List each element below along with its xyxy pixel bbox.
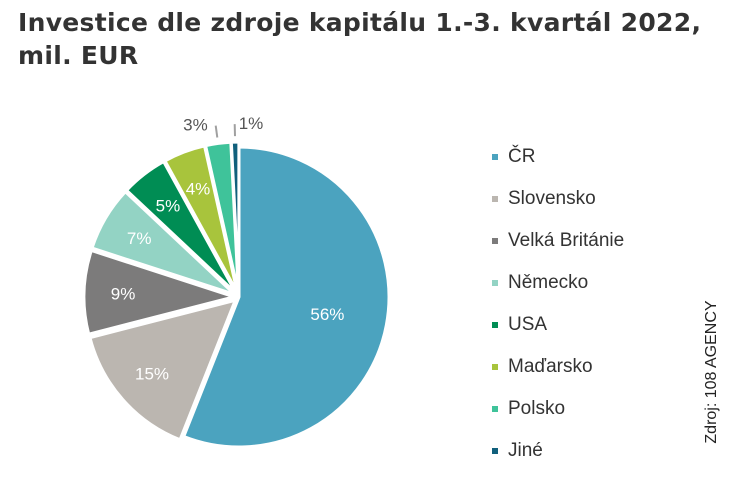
legend-item-polsko: Polsko <box>492 388 624 430</box>
legend-label: Velká Británie <box>508 230 625 251</box>
legend-swatch <box>492 448 498 454</box>
data-label-slovensko: 15% <box>135 365 169 384</box>
data-label-polsko: 3% <box>183 116 208 135</box>
legend-item-velka-britanie: Velká Británie <box>492 220 624 262</box>
pie-slice-usa <box>125 160 238 295</box>
legend-label: Německo <box>508 272 589 293</box>
legend-label: Jiné <box>508 440 543 461</box>
legend-swatch <box>492 196 498 202</box>
data-label-cr: 56% <box>310 305 344 324</box>
legend-label: Slovensko <box>508 188 596 209</box>
leader-line-polsko <box>214 125 219 138</box>
data-label-nemecko: 7% <box>127 229 152 248</box>
chart-title: Investice dle zdroje kapitálu 1.-3. kvar… <box>18 8 702 70</box>
legend-label: ČR <box>508 146 536 167</box>
data-label-jine: 1% <box>239 114 264 133</box>
legend-item-slovensko: Slovensko <box>492 178 624 220</box>
legend-swatch <box>492 364 498 370</box>
pie-slice-jine <box>229 140 241 294</box>
legend-item-cr: ČR <box>492 136 624 178</box>
pie-slice-velka-britanie <box>82 248 236 336</box>
legend-item-nemecko: Německo <box>492 262 624 304</box>
legend-item-usa: USA <box>492 304 624 346</box>
legend-label: USA <box>508 314 548 335</box>
data-label-madarsko: 4% <box>186 180 211 199</box>
legend-swatch <box>492 322 498 328</box>
source-note: Zdroj: 108 AGENCY <box>703 300 720 444</box>
legend-label: Polsko <box>508 398 566 419</box>
legend-item-jine: Jiné <box>492 430 624 472</box>
legend-swatch <box>492 238 498 244</box>
legend-item-madarsko: Maďarsko <box>492 346 624 388</box>
pie-slice-cr <box>182 145 391 449</box>
data-label-usa: 5% <box>156 196 181 215</box>
pie-slice-slovensko <box>88 298 237 442</box>
data-label-velka-britanie: 9% <box>111 284 136 303</box>
legend: ČR Slovensko Velká Británie Německo USA Maďar… <box>492 136 624 472</box>
legend-swatch <box>492 280 498 286</box>
legend-swatch <box>492 406 498 412</box>
legend-swatch <box>492 154 498 160</box>
legend-label: Maďarsko <box>508 356 593 377</box>
pie-slice-nemecko <box>90 190 237 296</box>
